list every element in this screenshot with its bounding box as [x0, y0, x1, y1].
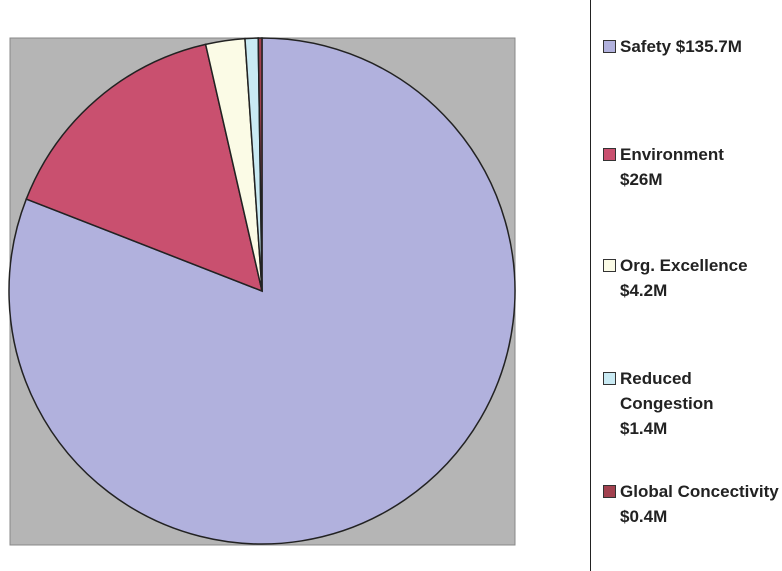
legend-label: Safety — [620, 37, 672, 56]
legend-text: Global Concectivity $0.4M — [620, 479, 779, 529]
legend-entry: Global Concectivity $0.4M — [603, 479, 781, 529]
legend-value: $1.4M — [620, 419, 668, 438]
legend: Safety $135.7M Environment $26M Org. Excel… — [590, 0, 782, 571]
legend-swatch — [603, 40, 616, 53]
legend-entry: Safety $135.7M — [603, 34, 781, 59]
legend-text: Safety $135.7M — [620, 34, 742, 59]
legend-entry: Reduced Congestion $1.4M — [603, 366, 781, 441]
legend-swatch — [603, 259, 616, 272]
legend-value: $26M — [620, 170, 663, 189]
legend-label: Environment — [620, 145, 724, 164]
legend-label: Global Concectivity — [620, 482, 779, 501]
pie-slice — [257, 37, 263, 292]
legend-text: Reduced Congestion $1.4M — [620, 366, 781, 441]
pie-slice — [8, 37, 516, 545]
legend-entry: Org. Excellence $4.2M — [603, 253, 781, 303]
pie-slice — [25, 43, 264, 293]
legend-swatch — [603, 485, 616, 498]
legend-text: Environment $26M — [620, 142, 724, 192]
legend-label: Org. Excellence — [620, 256, 748, 275]
legend-value: $4.2M — [620, 281, 668, 300]
legend-text: Org. Excellence $4.2M — [620, 253, 748, 303]
legend-label: Reduced Congestion — [620, 369, 714, 413]
legend-value: $0.4M — [620, 507, 668, 526]
legend-entry: Environment $26M — [603, 142, 781, 192]
legend-swatch — [603, 372, 616, 385]
legend-value: $135.7M — [675, 37, 742, 56]
legend-swatch — [603, 148, 616, 161]
chart — [8, 37, 516, 546]
